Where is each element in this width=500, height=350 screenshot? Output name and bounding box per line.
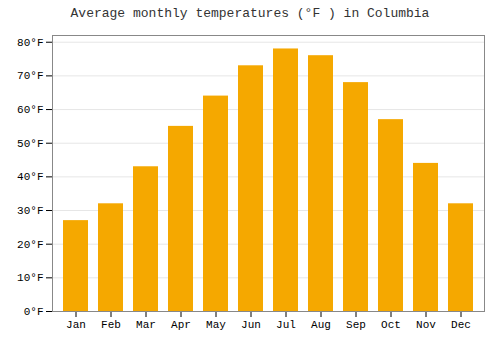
svg-text:May: May xyxy=(206,319,226,331)
svg-text:70°F: 70°F xyxy=(17,70,43,82)
svg-text:0°F: 0°F xyxy=(24,306,44,318)
svg-text:80°F: 80°F xyxy=(17,37,43,49)
svg-text:Jan: Jan xyxy=(66,319,86,331)
svg-text:Aug: Aug xyxy=(311,319,331,331)
svg-text:Feb: Feb xyxy=(101,319,121,331)
svg-text:Apr: Apr xyxy=(171,319,191,331)
svg-text:Mar: Mar xyxy=(136,319,156,331)
svg-text:Nov: Nov xyxy=(416,319,436,331)
svg-text:Jul: Jul xyxy=(276,319,296,331)
svg-text:Dec: Dec xyxy=(451,319,471,331)
svg-text:50°F: 50°F xyxy=(17,138,43,150)
svg-text:Jun: Jun xyxy=(241,319,261,331)
html-text:Average monthly temperatures (: Average monthly temperatures (°F ) in Co… xyxy=(70,6,430,21)
svg-text:10°F: 10°F xyxy=(17,272,43,284)
svg-text:60°F: 60°F xyxy=(17,104,43,116)
svg-text:30°F: 30°F xyxy=(17,205,43,217)
svg-text:40°F: 40°F xyxy=(17,171,43,183)
svg-text:20°F: 20°F xyxy=(17,239,43,251)
svg-text:Oct: Oct xyxy=(381,319,401,331)
svg-text:Sep: Sep xyxy=(346,319,366,331)
